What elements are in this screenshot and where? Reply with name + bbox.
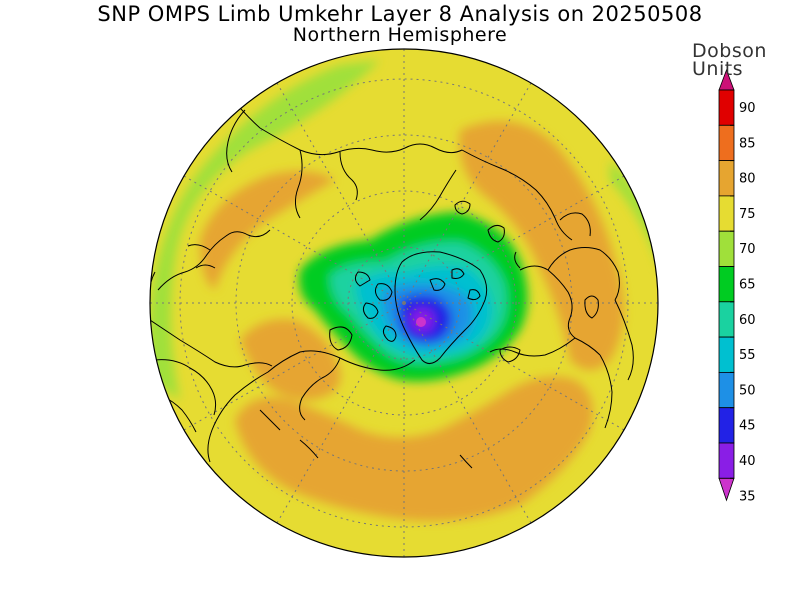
coastlines bbox=[150, 89, 634, 469]
map-title: SNP OMPS Limb Umkehr Layer 8 Analysis on… bbox=[97, 2, 703, 26]
field-65-70-west bbox=[150, 60, 380, 400]
colorbar-tick-label: 75 bbox=[739, 207, 756, 222]
colorbar-tick-label: 90 bbox=[739, 101, 756, 116]
map-boundary bbox=[149, 48, 659, 558]
colorbar-segment bbox=[718, 442, 735, 479]
colorbar-segment bbox=[718, 195, 735, 232]
greenland-outline bbox=[394, 251, 488, 364]
colorbar-segment bbox=[718, 89, 735, 126]
colorbar-tick-label: 55 bbox=[739, 348, 756, 363]
map-subtitle: Northern Hemisphere bbox=[292, 24, 508, 46]
colorbar-segment bbox=[718, 160, 735, 197]
field-75-80-ne bbox=[459, 121, 624, 370]
colorbar-tick-label: 45 bbox=[739, 419, 756, 434]
colorbar-tick-label: 40 bbox=[739, 454, 756, 469]
colorbar-tick-label: 70 bbox=[739, 242, 756, 257]
colorbar-tick-label: 35 bbox=[739, 489, 756, 504]
colorbar-ticks: 90 85 80 75 70 65 60 55 50 45 40 35 bbox=[730, 89, 756, 504]
field-75-80-w bbox=[240, 319, 341, 400]
field-75-80-nw bbox=[200, 171, 335, 290]
colorbar-unit-line2: Units bbox=[692, 58, 744, 80]
colorbar-tick-label: 85 bbox=[739, 136, 756, 151]
colorbar-segment bbox=[718, 336, 735, 373]
colorbar-segment bbox=[718, 371, 735, 409]
colorbar-segment bbox=[718, 301, 735, 338]
colorbar-segments bbox=[718, 68, 735, 502]
colorbar-tick-label: 80 bbox=[739, 172, 756, 187]
colorbar-segment bbox=[718, 266, 735, 303]
colorbar-segment bbox=[718, 124, 735, 162]
ozone-field bbox=[150, 49, 658, 557]
colorbar-segment bbox=[718, 230, 735, 267]
colorbar-tick-label: 50 bbox=[739, 383, 756, 398]
field-below-35 bbox=[416, 317, 426, 327]
colorbar-triangle-bottom bbox=[718, 477, 735, 502]
colorbar-tick-label: 60 bbox=[739, 313, 756, 328]
field-65-70-east bbox=[610, 160, 658, 270]
field-75-80-south bbox=[235, 376, 593, 521]
colorbar-unit-line1: Dobson bbox=[692, 40, 767, 62]
colorbar-tick-label: 65 bbox=[739, 278, 756, 293]
colorbar-segment bbox=[718, 407, 735, 444]
